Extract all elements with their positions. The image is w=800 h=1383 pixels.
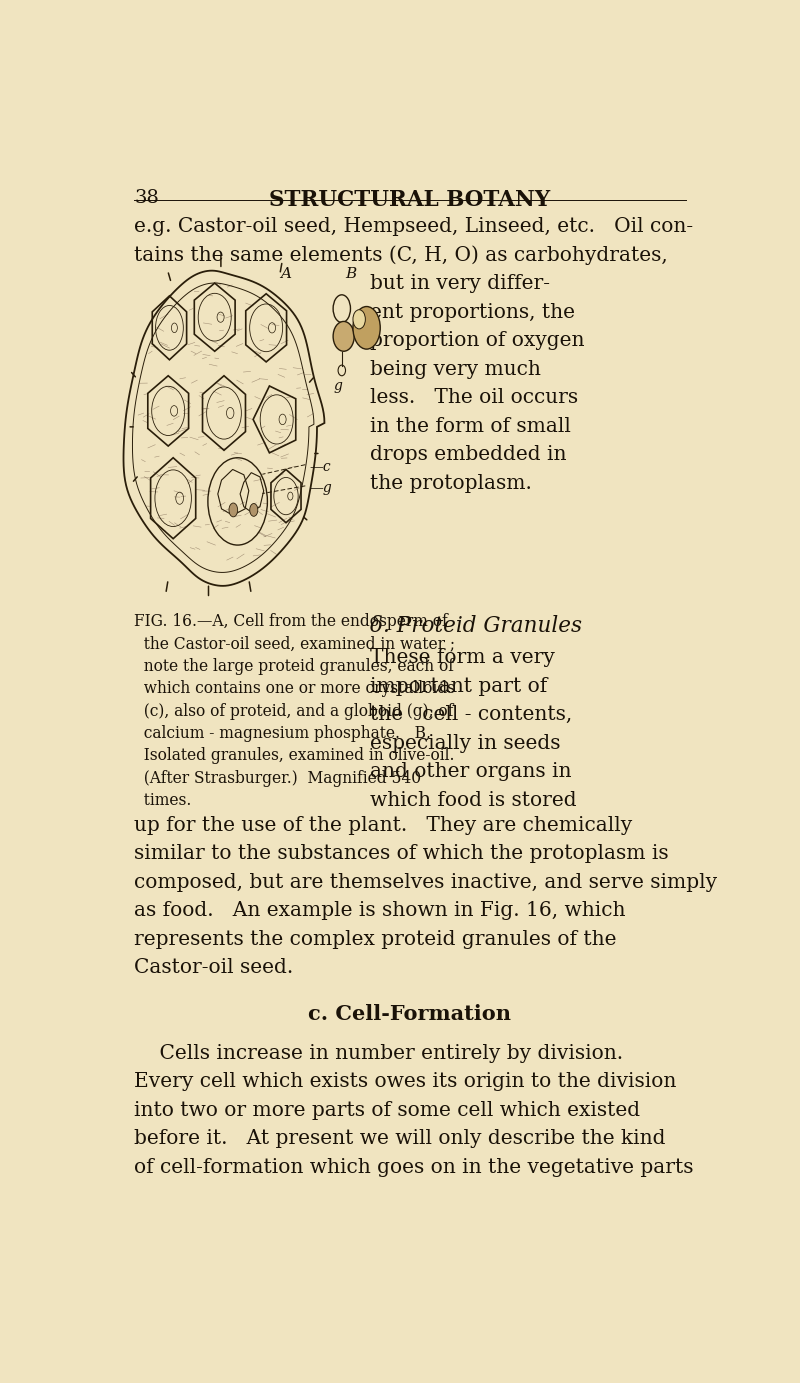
Text: A: A [280, 267, 290, 281]
Text: e.g. Castor-oil seed, Hempseed, Linseed, etc.   Oil con-: e.g. Castor-oil seed, Hempseed, Linseed,… [134, 217, 694, 236]
Text: (After Strasburger.)  Magnified 540: (After Strasburger.) Magnified 540 [134, 770, 422, 787]
Text: B: B [345, 267, 356, 281]
Ellipse shape [333, 321, 354, 351]
Text: c. Cell-Formation: c. Cell-Formation [309, 1004, 511, 1023]
Text: times.: times. [134, 792, 191, 809]
Text: represents the complex proteid granules of the: represents the complex proteid granules … [134, 929, 617, 949]
Text: and other organs in: and other organs in [370, 762, 571, 781]
Text: Isolated granules, examined in olive-oil.: Isolated granules, examined in olive-oil… [134, 747, 454, 765]
Text: composed, but are themselves inactive, and serve simply: composed, but are themselves inactive, a… [134, 873, 718, 892]
Text: the protoplasm.: the protoplasm. [370, 474, 531, 492]
Text: similar to the substances of which the protoplasm is: similar to the substances of which the p… [134, 844, 669, 863]
Text: being very much: being very much [370, 360, 541, 379]
Text: Every cell which exists owes its origin to the division: Every cell which exists owes its origin … [134, 1072, 677, 1091]
Text: δ. Proteid Granules: δ. Proteid Granules [370, 615, 582, 638]
Text: drops embedded in: drops embedded in [370, 445, 566, 465]
Text: These form a very: These form a very [370, 649, 554, 667]
Text: of cell-formation which goes on in the vegetative parts: of cell-formation which goes on in the v… [134, 1158, 694, 1177]
Text: proportion of oxygen: proportion of oxygen [370, 332, 584, 350]
Text: into two or more parts of some cell which existed: into two or more parts of some cell whic… [134, 1101, 640, 1120]
Text: —g: —g [310, 481, 332, 495]
Text: calcium - magnesium phosphate.   B,: calcium - magnesium phosphate. B, [134, 725, 431, 743]
Text: —c: —c [310, 461, 331, 474]
Text: which food is stored: which food is stored [370, 791, 576, 810]
Text: FIG. 16.—A, Cell from the endosperm of: FIG. 16.—A, Cell from the endosperm of [134, 613, 448, 631]
Text: in the form of small: in the form of small [370, 416, 570, 436]
Text: (c), also of proteid, and a globoid (g), of: (c), also of proteid, and a globoid (g),… [134, 703, 454, 719]
Ellipse shape [250, 503, 258, 516]
Ellipse shape [353, 307, 380, 349]
Ellipse shape [353, 310, 366, 329]
Text: ent proportions, the: ent proportions, the [370, 303, 574, 322]
Ellipse shape [333, 295, 350, 322]
Text: especially in seeds: especially in seeds [370, 734, 560, 752]
Text: the Castor-oil seed, examined in water ;: the Castor-oil seed, examined in water ; [134, 636, 455, 653]
Text: STRUCTURAL BOTANY: STRUCTURAL BOTANY [270, 189, 550, 212]
Text: tains the same elements (C, H, O) as carbohydrates,: tains the same elements (C, H, O) as car… [134, 246, 668, 266]
Text: as food.   An example is shown in Fig. 16, which: as food. An example is shown in Fig. 16,… [134, 902, 626, 920]
Text: up for the use of the plant.   They are chemically: up for the use of the plant. They are ch… [134, 816, 632, 834]
Text: before it.   At present we will only describe the kind: before it. At present we will only descr… [134, 1130, 666, 1148]
Text: Castor-oil seed.: Castor-oil seed. [134, 958, 294, 978]
Text: less.   The oil occurs: less. The oil occurs [370, 389, 578, 408]
Text: which contains one or more crystalloids: which contains one or more crystalloids [134, 680, 455, 697]
Text: Cells increase in number entirely by division.: Cells increase in number entirely by div… [134, 1044, 623, 1064]
Text: note the large proteid granules, each of: note the large proteid granules, each of [134, 658, 454, 675]
Text: important part of: important part of [370, 676, 547, 696]
Text: the   cell - contents,: the cell - contents, [370, 705, 572, 725]
Text: g: g [333, 379, 342, 393]
Ellipse shape [229, 503, 238, 517]
Text: 38: 38 [134, 189, 159, 207]
Text: but in very differ-: but in very differ- [370, 274, 550, 293]
